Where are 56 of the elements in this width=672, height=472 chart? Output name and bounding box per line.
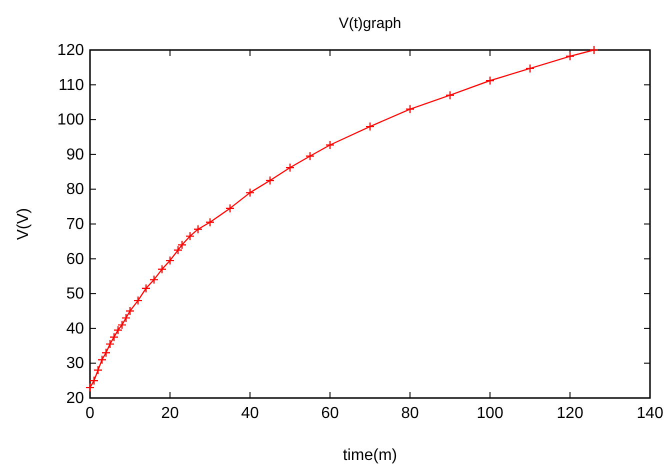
chart-title: V(t)graph <box>338 15 402 32</box>
point <box>117 320 127 330</box>
point <box>265 176 275 186</box>
point <box>325 140 335 150</box>
point <box>157 264 167 274</box>
y-tick-label: 70 <box>66 216 84 233</box>
point <box>93 366 103 375</box>
point <box>185 232 195 241</box>
x-tick-label: 120 <box>556 405 584 422</box>
x-tick-label: 100 <box>476 405 504 422</box>
point <box>89 376 99 386</box>
point <box>149 275 159 284</box>
point <box>525 64 535 74</box>
y-tick-label: 20 <box>66 390 84 407</box>
y-tick-label: 30 <box>66 355 84 372</box>
point <box>245 188 255 198</box>
x-tick-label: 140 <box>636 405 664 422</box>
y-tick-label: 110 <box>58 76 84 94</box>
y-tick-label: 100 <box>57 112 84 129</box>
x-tick-label: 80 <box>401 405 419 422</box>
point <box>485 76 495 86</box>
x-axis-title: time(m) <box>342 447 398 464</box>
x-tick-label: 0 <box>86 405 95 422</box>
point <box>305 152 315 161</box>
point <box>365 122 375 132</box>
point <box>105 339 115 349</box>
point <box>205 218 215 227</box>
point <box>85 382 95 392</box>
point <box>285 163 295 172</box>
point <box>225 204 235 213</box>
point <box>133 296 143 306</box>
point <box>589 45 599 55</box>
x-tick-label: 20 <box>161 405 179 422</box>
point <box>165 256 175 266</box>
point <box>109 332 119 342</box>
x-tick-label: 60 <box>321 405 339 422</box>
point <box>141 284 151 293</box>
y-tick-label: 90 <box>66 146 84 164</box>
point <box>101 348 111 358</box>
point <box>97 355 107 364</box>
y-tick-label: 80 <box>66 181 84 198</box>
y-tick-label: 60 <box>66 250 84 268</box>
point <box>173 246 183 255</box>
y-axis-title: V(V) <box>15 208 32 240</box>
point <box>193 224 203 234</box>
point <box>121 313 131 323</box>
point <box>405 104 415 114</box>
y-tick-label: 40 <box>66 320 84 338</box>
y-tick-label: 50 <box>66 286 84 303</box>
x-tick-label: 40 <box>241 405 259 422</box>
point <box>125 306 135 316</box>
point <box>113 326 123 335</box>
point <box>177 240 187 250</box>
y-tick-label: 120 <box>57 42 84 59</box>
point <box>565 52 575 61</box>
point <box>445 90 455 100</box>
